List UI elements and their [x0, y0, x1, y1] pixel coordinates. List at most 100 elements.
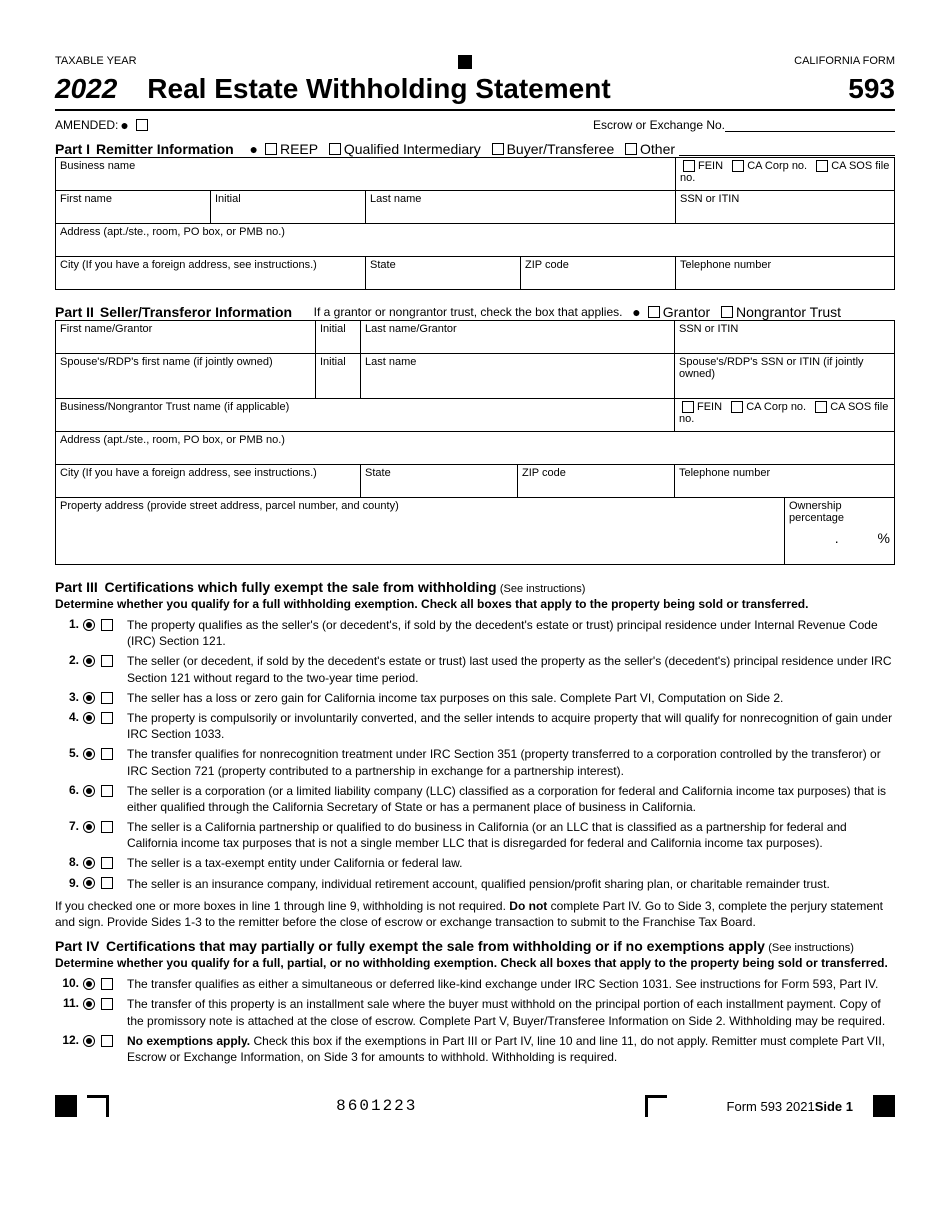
p2-state-field[interactable]: State: [361, 465, 518, 498]
part1-table: Business name FEIN CA Corp no. CA SOS fi…: [55, 157, 895, 290]
cert-controls: [79, 996, 127, 1010]
form-number: 593: [848, 73, 895, 105]
cert-text: The transfer of this property is an inst…: [127, 996, 895, 1028]
part4-title: Certifications that may partially or ful…: [106, 938, 765, 954]
radio-icon[interactable]: [83, 748, 95, 760]
cert-checkbox[interactable]: [101, 785, 113, 797]
p2-fein-checkbox[interactable]: [682, 401, 694, 413]
divider: [55, 109, 895, 111]
id-type-field[interactable]: FEIN CA Corp no. CA SOS file no.: [676, 158, 895, 191]
bt-label: Buyer/Transferee: [507, 141, 615, 157]
p2-last-name-field[interactable]: Last name/Grantor: [361, 321, 675, 354]
cert-checkbox[interactable]: [101, 655, 113, 667]
business-name-field[interactable]: Business name: [56, 158, 676, 191]
address-field[interactable]: Address (apt./ste., room, PO box, or PMB…: [56, 224, 895, 257]
radio-icon[interactable]: [83, 619, 95, 631]
radio-icon[interactable]: [83, 857, 95, 869]
cert-row: 8. The seller is a tax-exempt entity und…: [55, 855, 895, 871]
cert-checkbox[interactable]: [101, 978, 113, 990]
phone-field[interactable]: Telephone number: [676, 257, 895, 290]
cert-row: 12. No exemptions apply. Check this box …: [55, 1033, 895, 1065]
cert-checkbox[interactable]: [101, 821, 113, 833]
p2-id-type-field[interactable]: FEIN CA Corp no. CA SOS file no.: [675, 399, 895, 432]
last-name-field[interactable]: Last name: [366, 191, 676, 224]
p2-biz-field[interactable]: Business/Nongrantor Trust name (if appli…: [56, 399, 675, 432]
cert-number: 4.: [55, 710, 79, 724]
escrow-number-input[interactable]: [725, 118, 895, 132]
p2-zip-field[interactable]: ZIP code: [518, 465, 675, 498]
cert-checkbox[interactable]: [101, 619, 113, 631]
grantor-checkbox[interactable]: [648, 306, 660, 318]
p2-sp-ssn-field[interactable]: Spouse's/RDP's SSN or ITIN (if jointly o…: [675, 354, 895, 399]
cert-checkbox[interactable]: [101, 877, 113, 889]
radio-icon[interactable]: [83, 785, 95, 797]
bt-checkbox[interactable]: [492, 143, 504, 155]
nongrantor-checkbox[interactable]: [721, 306, 733, 318]
p2-first-name-field[interactable]: First name/Grantor: [56, 321, 316, 354]
cert-checkbox[interactable]: [101, 1035, 113, 1047]
p2-casos-checkbox[interactable]: [815, 401, 827, 413]
part1-title: Remitter Information: [96, 141, 234, 157]
p2-initial-field[interactable]: Initial: [316, 321, 361, 354]
bracket-icon: [645, 1095, 667, 1117]
other-input[interactable]: [679, 142, 895, 156]
ssn-field[interactable]: SSN or ITIN: [676, 191, 895, 224]
radio-icon[interactable]: [83, 877, 95, 889]
cert-row: 4. The property is compulsorily or invol…: [55, 710, 895, 742]
city-field[interactable]: City (If you have a foreign address, see…: [56, 257, 366, 290]
casos-checkbox[interactable]: [816, 160, 828, 172]
p2-cacorp-checkbox[interactable]: [731, 401, 743, 413]
cacorp-checkbox[interactable]: [732, 160, 744, 172]
qi-checkbox[interactable]: [329, 143, 341, 155]
cert-number: 7.: [55, 819, 79, 833]
cert-checkbox[interactable]: [101, 857, 113, 869]
p2-address-field[interactable]: Address (apt./ste., room, PO box, or PMB…: [56, 432, 895, 465]
part3-footnote: If you checked one or more boxes in line…: [55, 898, 895, 930]
fein-checkbox[interactable]: [683, 160, 695, 172]
radio-icon[interactable]: [83, 692, 95, 704]
radio-icon[interactable]: [83, 978, 95, 990]
cert-text: The transfer qualifies for nonrecognitio…: [127, 746, 895, 778]
p2-sp-last-field[interactable]: Last name: [361, 354, 675, 399]
radio-icon[interactable]: [83, 655, 95, 667]
p2-prop-addr-field[interactable]: Property address (provide street address…: [56, 498, 785, 565]
part1-header: Part I Remitter Information ● REEP Quali…: [55, 141, 895, 157]
zip-field[interactable]: ZIP code: [521, 257, 676, 290]
p2-ssn-field[interactable]: SSN or ITIN: [675, 321, 895, 354]
p2-own-pct-field[interactable]: Ownership percentage . %: [785, 498, 895, 565]
cert-checkbox[interactable]: [101, 998, 113, 1010]
first-name-field[interactable]: First name: [56, 191, 211, 224]
cert-text: No exemptions apply. Check this box if t…: [127, 1033, 895, 1065]
part4-list: 10. The transfer qualifies as either a s…: [55, 976, 895, 1065]
other-checkbox[interactable]: [625, 143, 637, 155]
bullet-icon: ●: [632, 304, 640, 320]
cert-row: 2. The seller (or decedent, if sold by t…: [55, 653, 895, 685]
cert-text: The transfer qualifies as either a simul…: [127, 976, 895, 992]
cert-controls: [79, 1033, 127, 1047]
initial-field[interactable]: Initial: [211, 191, 366, 224]
part3-title: Certifications which fully exempt the sa…: [104, 579, 496, 595]
amended-checkbox[interactable]: [136, 119, 148, 131]
cert-row: 7. The seller is a California partnershi…: [55, 819, 895, 851]
state-field[interactable]: State: [366, 257, 521, 290]
nongrantor-label: Nongrantor Trust: [736, 304, 841, 320]
cert-row: 3. The seller has a loss or zero gain fo…: [55, 690, 895, 706]
p2-city-field[interactable]: City (If you have a foreign address, see…: [56, 465, 361, 498]
cert-checkbox[interactable]: [101, 692, 113, 704]
p2-phone-field[interactable]: Telephone number: [675, 465, 895, 498]
cert-text: The seller (or decedent, if sold by the …: [127, 653, 895, 685]
radio-icon[interactable]: [83, 712, 95, 724]
p2-sp-first-field[interactable]: Spouse's/RDP's first name (if jointly ow…: [56, 354, 316, 399]
marker-icon: [873, 1095, 895, 1117]
radio-icon[interactable]: [83, 1035, 95, 1047]
cert-checkbox[interactable]: [101, 712, 113, 724]
p2-sp-initial-field[interactable]: Initial: [316, 354, 361, 399]
radio-icon[interactable]: [83, 821, 95, 833]
reep-checkbox[interactable]: [265, 143, 277, 155]
cert-controls: [79, 653, 127, 667]
cert-checkbox[interactable]: [101, 748, 113, 760]
radio-icon[interactable]: [83, 998, 95, 1010]
form-page: TAXABLE YEAR CALIFORNIA FORM 2022 Real E…: [0, 0, 950, 1137]
cert-controls: [79, 746, 127, 760]
cert-number: 3.: [55, 690, 79, 704]
